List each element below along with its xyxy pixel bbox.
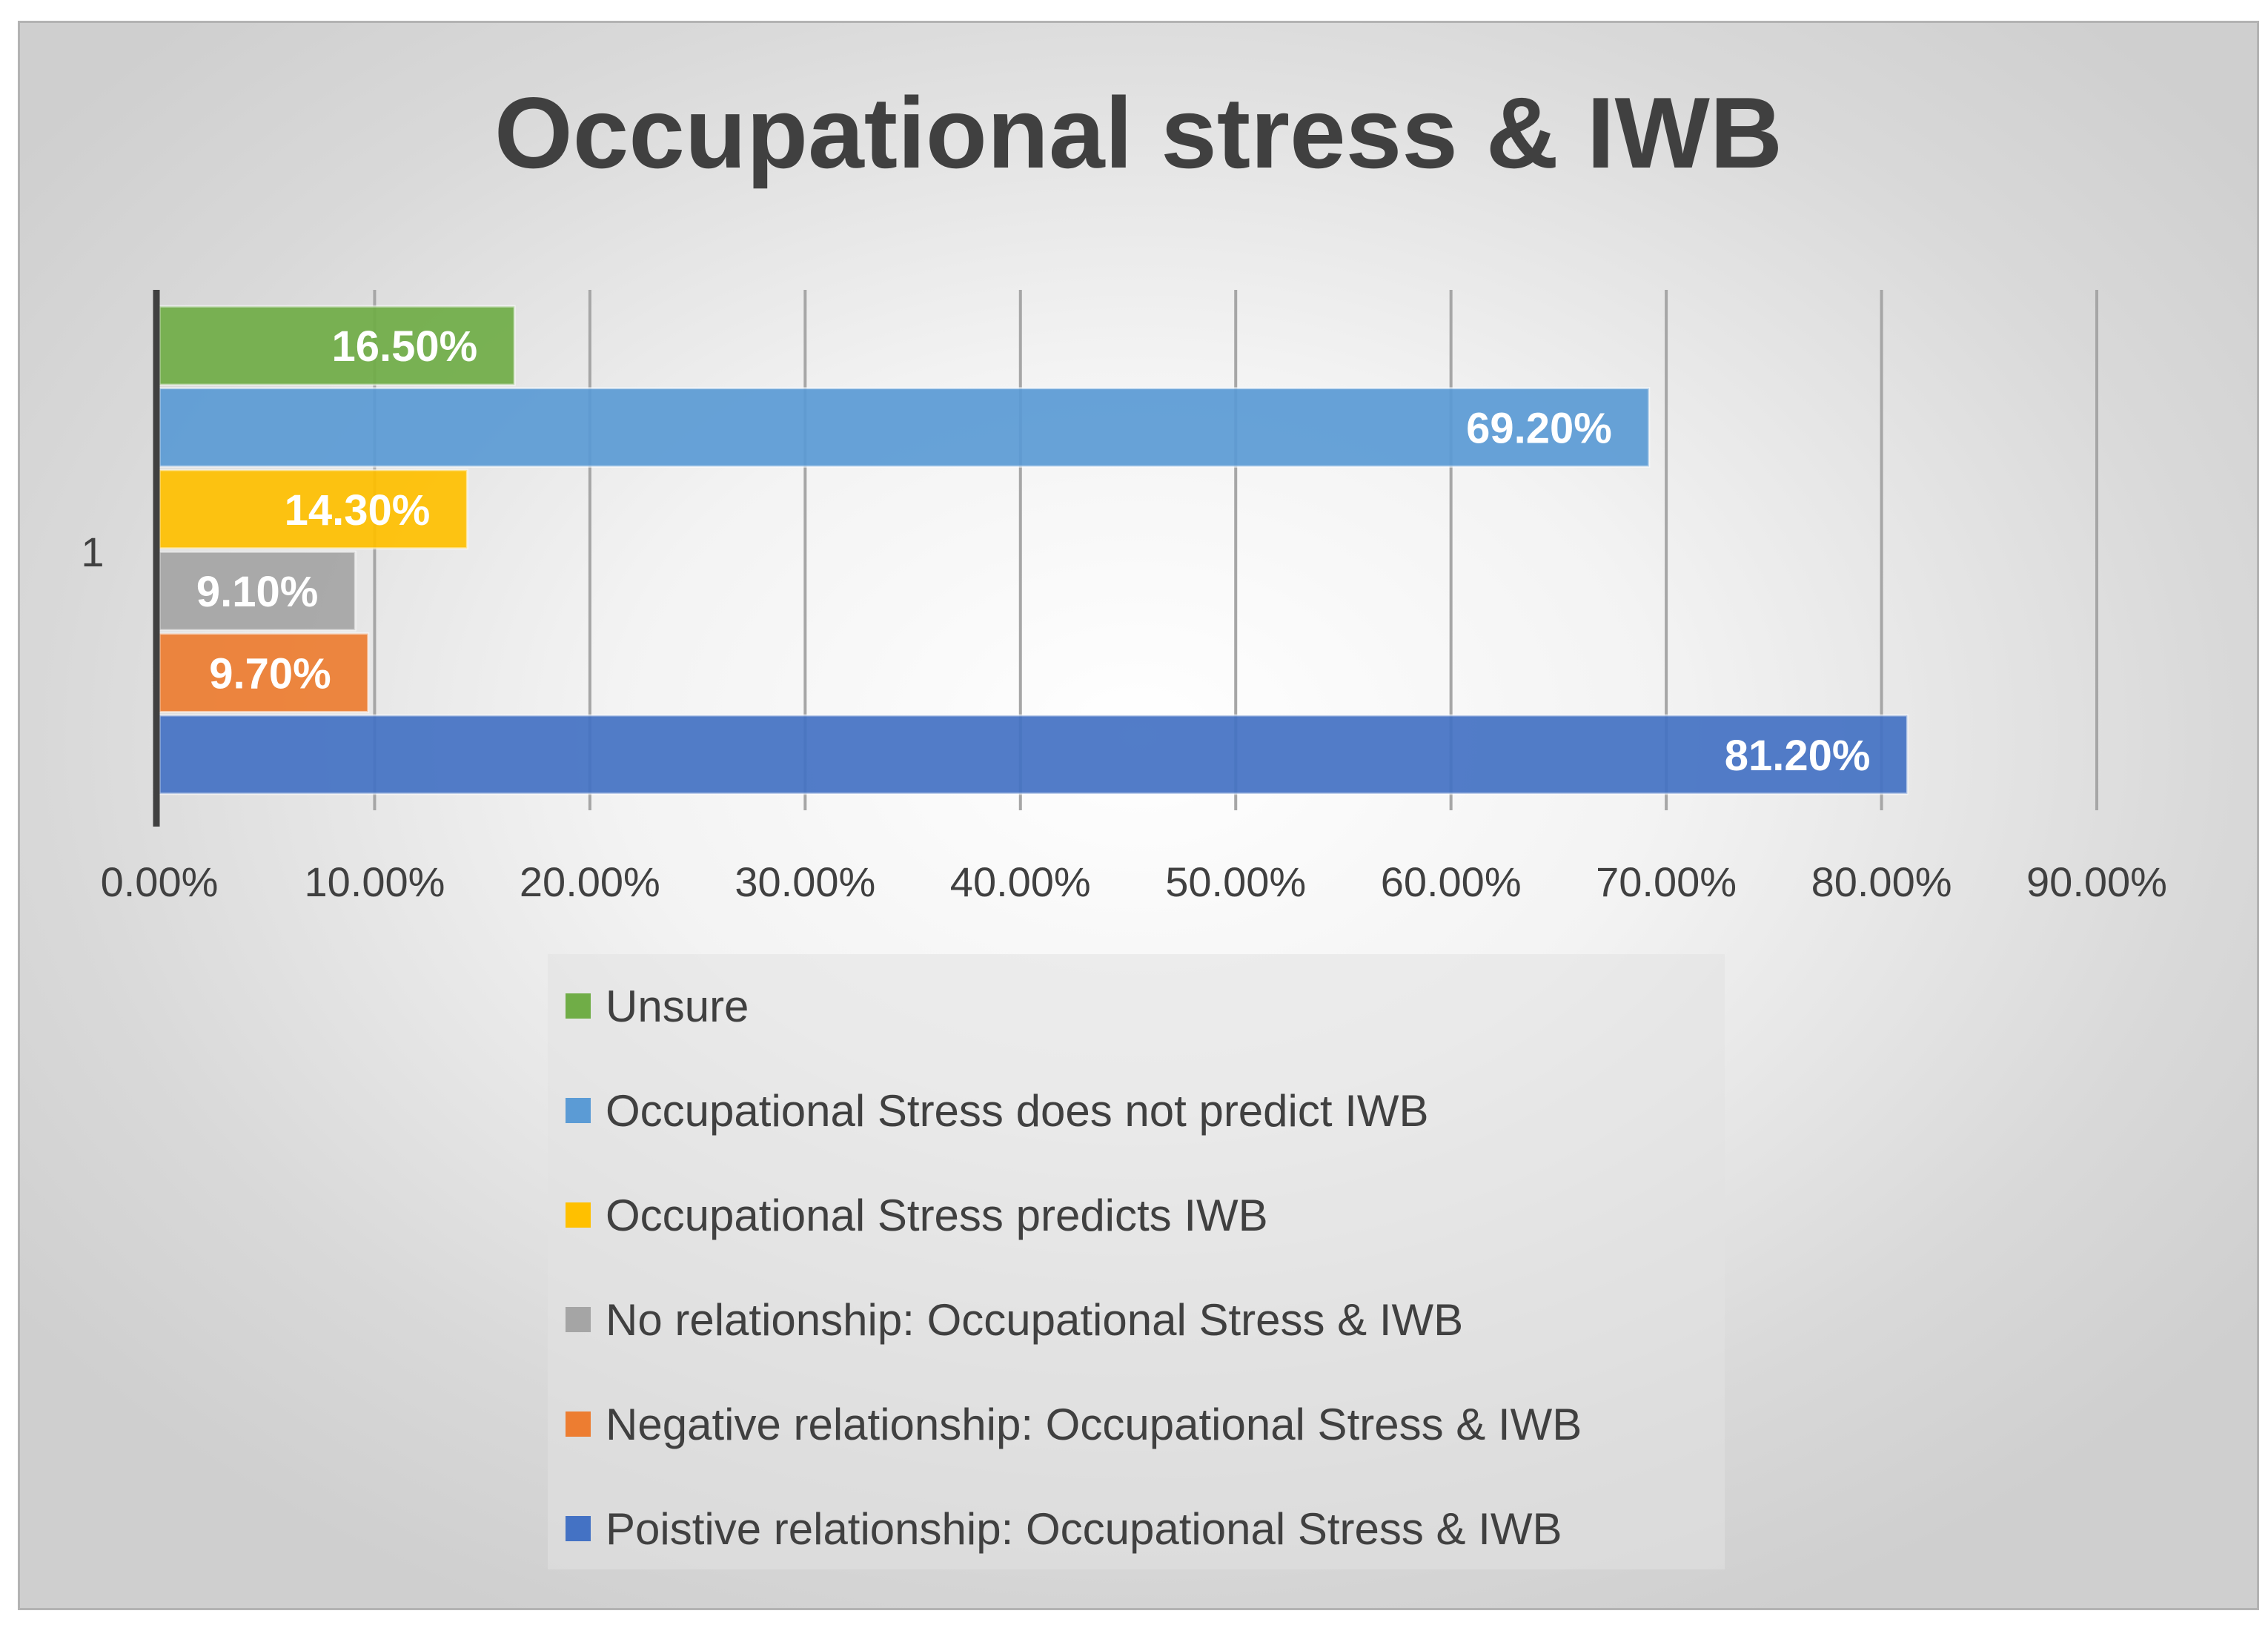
data-label: 16.50% [332, 322, 478, 371]
legend-label: Occupational Stress predicts IWB [606, 1190, 1268, 1240]
y-category-label: 1 [81, 529, 104, 575]
x-tick-label: 60.00% [1381, 858, 1522, 905]
legend-swatch [566, 1202, 591, 1228]
legend-swatch [566, 1516, 591, 1541]
x-tick-label: 90.00% [2026, 858, 2167, 905]
legend-label: Poistive relationship: Occupational Stre… [606, 1503, 1562, 1554]
x-tick-label: 80.00% [1811, 858, 1952, 905]
legend-label: Negative relationship: Occupational Stre… [606, 1399, 1582, 1449]
legend-label: Occupational Stress does not predict IWB [606, 1085, 1429, 1136]
legend-swatch [566, 1411, 591, 1437]
bar [158, 305, 516, 386]
bar [158, 714, 1909, 795]
x-tick-label: 40.00% [950, 858, 1091, 905]
x-tick-label: 0.00% [101, 858, 219, 905]
bar [158, 550, 357, 632]
data-label: 9.10% [196, 568, 318, 616]
data-label: 9.70% [209, 650, 331, 698]
legend-label: Unsure [606, 981, 749, 1031]
data-label: 69.20% [1466, 405, 1612, 453]
legend-item: Unsure [566, 976, 749, 1036]
bar [158, 632, 370, 713]
legend-swatch [566, 1098, 591, 1123]
x-tick-label: 50.00% [1165, 858, 1306, 905]
bar [158, 387, 1651, 468]
legend-item: Negative relationship: Occupational Stre… [566, 1394, 1582, 1454]
chart-title: Occupational stress & IWB [494, 76, 1783, 189]
legend-swatch [566, 993, 591, 1019]
x-tick-label: 10.00% [304, 858, 445, 905]
x-tick-label: 70.00% [1596, 858, 1737, 905]
legend-item: Occupational Stress predicts IWB [566, 1185, 1268, 1245]
legend: Unsure Occupational Stress does not predi… [548, 954, 1725, 1569]
legend-label: No relationship: Occupational Stress & I… [606, 1294, 1464, 1345]
legend-swatch [566, 1307, 591, 1332]
data-label: 81.20% [1725, 732, 1871, 780]
legend-item: Poistive relationship: Occupational Stre… [566, 1499, 1562, 1558]
legend-item: No relationship: Occupational Stress & I… [566, 1290, 1463, 1349]
chart-area: Occupational stress & IWB 0.00% 10.00% 20.… [18, 21, 2259, 1610]
legend-item: Occupational Stress does not predict IWB [566, 1081, 1429, 1140]
data-label: 14.30% [285, 486, 431, 535]
x-tick-label: 30.00% [735, 858, 875, 905]
plot-area: 0.00% 10.00% 20.00% 30.00% 40.00% 50.00% 60.00… [81, 290, 2167, 905]
x-tick-label: 20.00% [520, 858, 660, 905]
bar [158, 469, 468, 550]
